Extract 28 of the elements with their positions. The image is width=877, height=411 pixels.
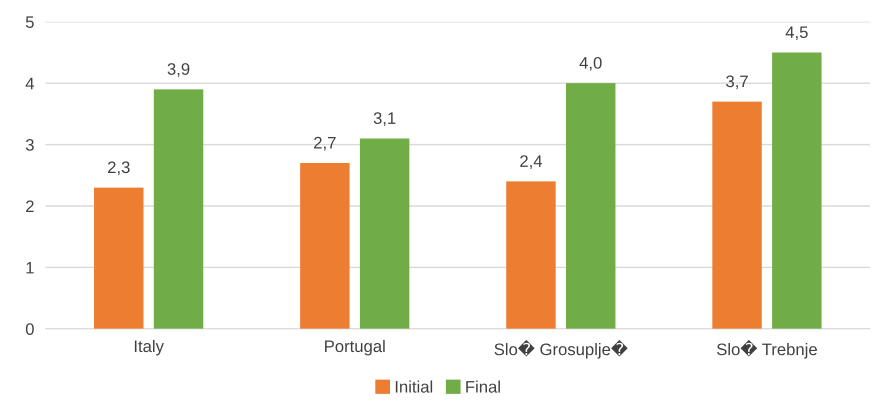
bar	[772, 52, 822, 329]
bar	[506, 181, 556, 329]
data-label: 4,5	[786, 26, 808, 40]
y-tick-label: 2	[26, 200, 34, 212]
y-tick-label: 5	[26, 16, 34, 28]
y-tick-label: 4	[26, 78, 34, 90]
data-label: 4,0	[580, 56, 602, 71]
bar	[154, 89, 204, 329]
bar	[566, 83, 616, 329]
legend-label: Initial	[396, 380, 432, 393]
legend-label: Final	[466, 380, 500, 393]
data-label: 3,9	[168, 63, 190, 77]
x-tick-label: Portugal	[325, 340, 385, 356]
bar	[712, 102, 762, 329]
bar	[300, 163, 350, 329]
x-tick-label: Slo� Grosuplje�	[494, 340, 628, 359]
bar	[94, 188, 144, 329]
y-tick-label: 0	[26, 323, 34, 336]
x-tick-label: Italy	[134, 340, 164, 356]
data-label: 3,7	[726, 75, 748, 90]
data-label: 2,7	[314, 136, 336, 151]
y-tick-label: 1	[26, 262, 34, 274]
x-tick-label: Slo� Trebnje	[716, 340, 817, 359]
data-label: 3,1	[374, 112, 396, 126]
data-label: 2,3	[108, 161, 130, 176]
data-label: 2,4	[520, 155, 542, 169]
y-tick-label: 3	[26, 138, 34, 151]
bar	[360, 138, 410, 329]
